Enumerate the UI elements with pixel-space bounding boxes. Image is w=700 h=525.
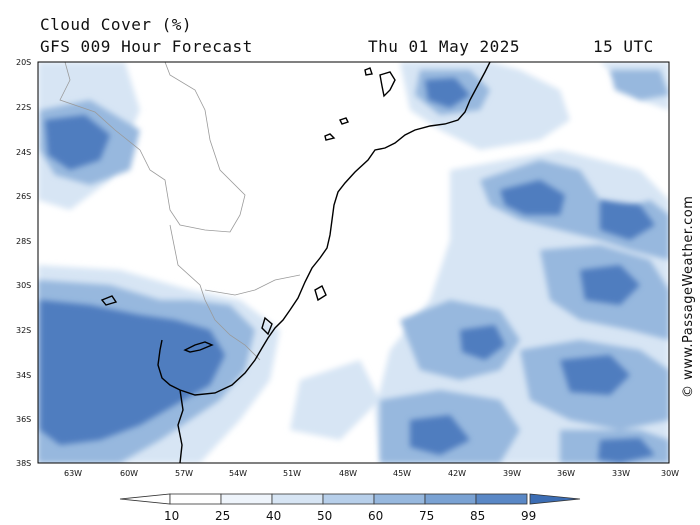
lon-label: 33W: [612, 469, 630, 478]
lat-label: 34S: [16, 371, 31, 380]
lon-label: 57W: [175, 469, 193, 478]
country-borders: [59, 62, 301, 361]
credit-text: © www.PassageWeather.com: [681, 196, 696, 398]
map-title-line: Cloud Cover (%): [40, 15, 192, 34]
forecast-date: Thu 01 May 2025: [368, 37, 520, 56]
lon-label: 48W: [339, 469, 357, 478]
colorbar-label: 99: [521, 509, 537, 523]
colorbar-label: 25: [215, 509, 231, 523]
lat-label: 38S: [16, 459, 31, 468]
colorbar-min-arrow: [119, 493, 171, 505]
colorbar-label: 10: [164, 509, 180, 523]
colorbar-cell: [271, 493, 324, 505]
lon-label: 60W: [120, 469, 138, 478]
colorbar-cell: [220, 493, 273, 505]
colorbar-max-arrow: [529, 493, 581, 505]
lat-label: 20S: [16, 58, 31, 67]
colorbar: [119, 493, 581, 505]
colorbar-label: 75: [419, 509, 435, 523]
lat-label: 36S: [16, 415, 31, 424]
lat-label: 24S: [16, 148, 31, 157]
colorbar-cell: [373, 493, 426, 505]
colorbar-label: 50: [317, 509, 333, 523]
lon-label: 51W: [283, 469, 301, 478]
coastline: [100, 62, 491, 463]
lon-label: 42W: [448, 469, 466, 478]
forecast-time: 15 UTC: [593, 37, 654, 56]
longitude-labels: 63W 60W 57W 54W 51W 48W 45W 42W 39W 36W …: [64, 469, 679, 478]
colorbar-cell: [169, 493, 222, 505]
lat-label: 28S: [16, 237, 31, 246]
colorbar-cell: [424, 493, 477, 505]
colorbar-label: 40: [266, 509, 282, 523]
credit-watermark: © www.PassageWeather.com: [681, 196, 696, 398]
forecast-subtitle: GFS 009 Hour Forecast: [40, 37, 253, 56]
lat-label: 32S: [16, 326, 31, 335]
lon-label: 45W: [393, 469, 411, 478]
lat-label: 30S: [16, 281, 31, 290]
lon-label: 36W: [557, 469, 575, 478]
lon-label: 39W: [503, 469, 521, 478]
colorbar-label: 60: [368, 509, 384, 523]
lon-label: 63W: [64, 469, 82, 478]
lat-label: 26S: [16, 192, 31, 201]
colorbar-label: 85: [470, 509, 486, 523]
latitude-labels: 20S 22S 24S 26S 28S 30S 32S 34S 36S 38S: [16, 58, 31, 468]
colorbar-cell: [322, 493, 375, 505]
lat-label: 22S: [16, 103, 31, 112]
lon-label: 30W: [661, 469, 679, 478]
colorbar-cell: [475, 493, 528, 505]
map-frame: [37, 61, 670, 464]
cloud-field: [38, 62, 669, 463]
lon-label: 54W: [229, 469, 247, 478]
